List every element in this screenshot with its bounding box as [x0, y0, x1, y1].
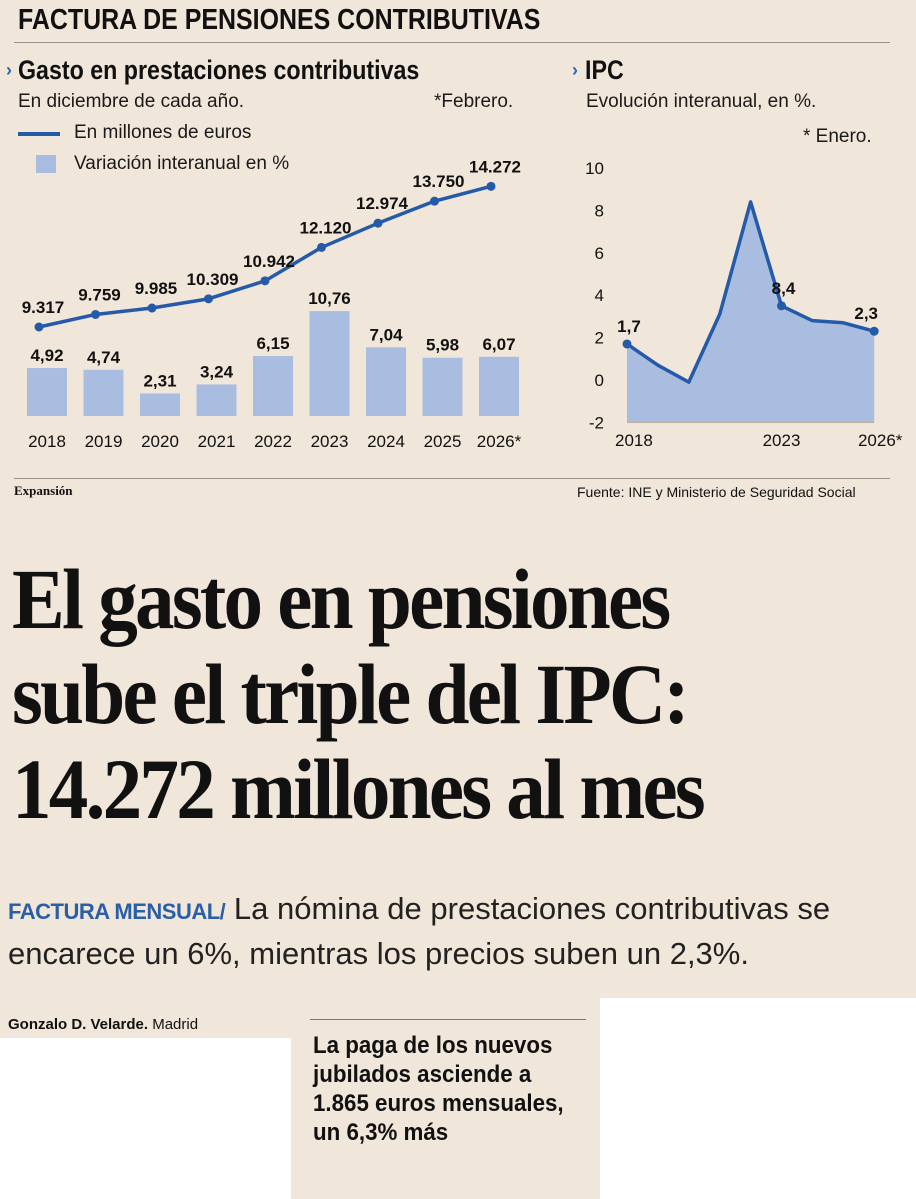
- y-tick-label: 0: [595, 371, 604, 390]
- x-tick-label: 2024: [367, 432, 405, 451]
- x-tick-label: 2025: [424, 432, 462, 451]
- line-value-label: 9.317: [22, 298, 65, 317]
- page-blank: [0, 1038, 291, 1199]
- legend-line-icon: [18, 132, 60, 136]
- bar-value-label: 5,98: [426, 336, 459, 355]
- x-tick-label: 2023: [311, 432, 349, 451]
- y-tick-label: 6: [595, 244, 604, 263]
- sidebar-background: [291, 1038, 600, 1199]
- line-value-label: 10.942: [243, 252, 295, 271]
- line-point: [204, 294, 213, 304]
- bar: [196, 384, 237, 416]
- line-value-label: 13.750: [413, 172, 465, 191]
- bar: [253, 356, 293, 416]
- line-point: [34, 322, 44, 332]
- line-point: [486, 181, 496, 191]
- legend-bar-icon: [36, 155, 56, 173]
- kicker-text: La nómina de prestaciones contributivas …: [8, 891, 831, 971]
- chart-title-gasto: Gasto en prestaciones contributivas: [18, 55, 420, 85]
- headline-line: 14.272 millones al mes: [12, 741, 706, 837]
- bar-value-label: 2,31: [143, 371, 176, 390]
- point-value-label: 8,4: [772, 279, 796, 298]
- series-line-ipc: [626, 200, 875, 384]
- line-value-label: 14.272: [469, 157, 521, 176]
- bar: [479, 356, 519, 416]
- legend-label-millones: En millones de euros: [74, 122, 252, 143]
- byline: Gonzalo D. Velarde. Madrid: [8, 1016, 198, 1033]
- author-name: Gonzalo D. Velarde.: [8, 1016, 149, 1033]
- bar: [83, 369, 124, 416]
- bar: [422, 357, 463, 416]
- brand-credit: Expansión: [14, 483, 73, 498]
- bar-value-label: 6,07: [482, 335, 515, 354]
- chart-ipc: 10 8 6 4 2 0 -2 2018 2023 2026* 1,7 8,4 2,3: [585, 159, 903, 450]
- y-tick-label: 10: [585, 159, 604, 178]
- x-tick-label: 2020: [141, 432, 179, 451]
- line-point: [147, 303, 157, 313]
- y-tick-label: 4: [595, 286, 604, 305]
- sidebar-highlight: La paga de los nuevos jubilados asciende…: [313, 1032, 564, 1146]
- bar: [366, 347, 406, 416]
- sidebar-divider: [310, 1019, 586, 1020]
- standfirst: FACTURA MENSUAL/ La nómina de prestacion…: [8, 888, 908, 975]
- graphic-background: [0, 0, 916, 998]
- y-tick-label: 8: [595, 201, 604, 220]
- bar-value-label: 6,15: [256, 334, 289, 353]
- byline-background: [0, 998, 600, 1038]
- bar-value-label: 10,76: [308, 289, 351, 308]
- x-tick-label: 2023: [763, 431, 801, 450]
- line-point: [317, 242, 326, 252]
- x-tick-label: 2021: [198, 432, 236, 451]
- chart-gasto: 4,92 2018 4,74 2019 2,31 2020 3,24 2021 6,15 2022…: [22, 157, 522, 451]
- y-tick-label: 2: [595, 329, 604, 348]
- bar-value-label: 4,74: [87, 348, 121, 367]
- bar: [309, 311, 350, 416]
- line-point: [869, 326, 879, 336]
- x-tick-label: 2026*: [477, 432, 522, 451]
- bar-value-label: 3,24: [200, 362, 234, 381]
- bar: [140, 393, 180, 416]
- x-tick-label: 2019: [85, 432, 123, 451]
- point-value-label: 1,7: [617, 317, 641, 336]
- chart-title-ipc: IPC: [585, 55, 624, 85]
- line-value-label: 12.974: [356, 194, 409, 213]
- line-value-label: 10.309: [187, 270, 239, 289]
- line-point: [430, 196, 439, 206]
- section-title: FACTURA DE PENSIONES CONTRIBUTIVAS: [18, 4, 541, 36]
- chart-subtitle-ipc: Evolución interanual, en %.: [586, 91, 817, 112]
- y-tick-label: -2: [589, 413, 604, 432]
- title-divider: [14, 42, 890, 43]
- author-location: Madrid: [148, 1016, 199, 1033]
- line-point: [373, 218, 383, 228]
- page-blank: [600, 998, 916, 1199]
- bar-value-label: 4,92: [30, 346, 63, 365]
- kicker-label: FACTURA MENSUAL/: [8, 899, 226, 924]
- headline-line: El gasto en pensiones: [12, 551, 671, 647]
- chevron-right-icon: ›: [6, 60, 12, 80]
- area-fill-ipc: [627, 201, 875, 423]
- graphic-divider: [14, 478, 890, 479]
- line-point: [622, 339, 632, 349]
- chart-subtitle-gasto: En diciembre de cada año.: [18, 91, 245, 112]
- line-point: [777, 301, 786, 311]
- chart-note-ipc: * Enero.: [803, 126, 872, 147]
- x-tick-label: 2018: [615, 431, 653, 450]
- bar: [27, 368, 67, 416]
- x-tick-label: 2018: [28, 432, 66, 451]
- source-credit: Fuente: INE y Ministerio de Seguridad So…: [577, 484, 856, 500]
- chart-note-gasto: *Febrero.: [434, 91, 514, 112]
- headline: El gasto en pensiones sube el triple del…: [12, 552, 916, 837]
- x-tick-label: 2022: [254, 432, 292, 451]
- headline-line: sube el triple del IPC:: [12, 646, 690, 742]
- chevron-right-icon: ›: [572, 60, 578, 80]
- point-value-label: 2,3: [854, 304, 878, 323]
- line-point: [91, 309, 100, 319]
- bar-value-label: 7,04: [369, 325, 403, 344]
- x-tick-label: 2026*: [858, 431, 903, 450]
- line-value-label: 9.759: [78, 285, 121, 304]
- line-value-label: 9.985: [135, 279, 178, 298]
- line-value-label: 12.120: [300, 218, 352, 237]
- legend-label-variacion: Variación interanual en %: [74, 153, 290, 174]
- line-point: [260, 276, 270, 286]
